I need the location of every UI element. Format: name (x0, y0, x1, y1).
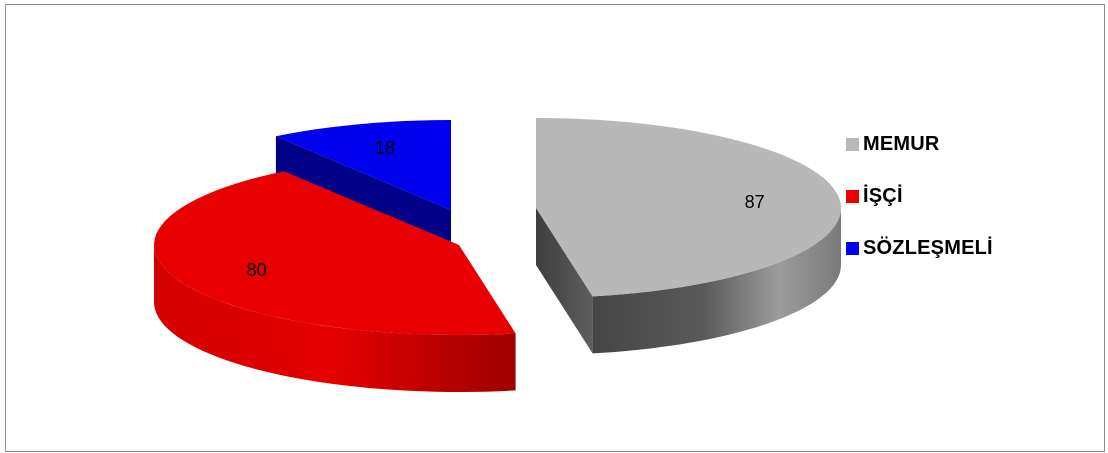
slice-memur (536, 118, 841, 297)
legend-label-isci: İŞÇİ (863, 184, 903, 207)
slice-side-isci (154, 245, 516, 392)
slice-side-memur (592, 208, 841, 354)
data-label-isci: 80 (247, 260, 267, 280)
legend-swatch-sozlesmeli (846, 241, 859, 255)
legend-swatch-isci (846, 189, 859, 203)
legend-item-isci: İŞÇİ (846, 185, 993, 207)
pie-chart: 87 80 18 (154, 118, 841, 392)
slice-wall-memur (536, 208, 593, 354)
legend: MEMUR İŞÇİ SÖZLEŞMELİ (846, 133, 993, 289)
slice-sozlesmeli (275, 120, 451, 210)
legend-label-sozlesmeli: SÖZLEŞMELİ (863, 236, 993, 259)
slice-isci (154, 171, 516, 335)
data-label-sozlesmeli: 18 (375, 138, 395, 158)
pie-group: 87 80 18 (154, 118, 841, 392)
legend-label-memur: MEMUR (863, 132, 940, 155)
data-label-memur: 87 (745, 192, 765, 212)
chart-frame: 87 80 18 MEMUR İŞÇİ SÖZLEŞMELİ (5, 4, 1105, 452)
legend-item-sozlesmeli: SÖZLEŞMELİ (846, 237, 993, 259)
legend-item-memur: MEMUR (846, 133, 993, 155)
legend-swatch-memur (846, 137, 859, 151)
